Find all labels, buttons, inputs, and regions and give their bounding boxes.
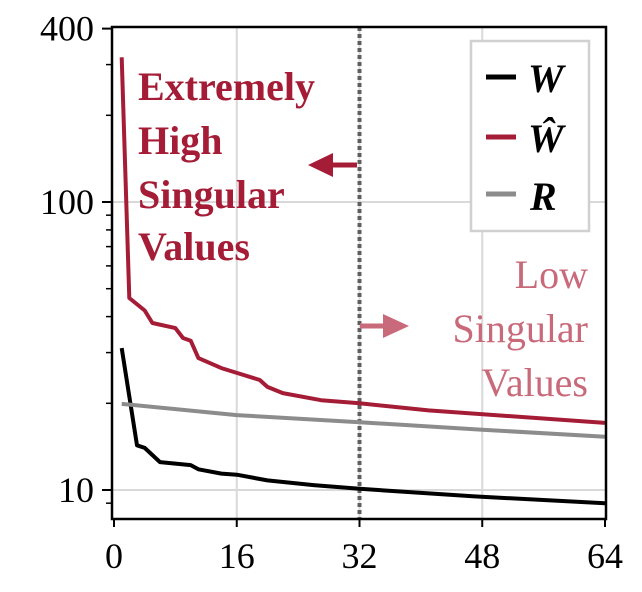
series-line-Ŵ	[119, 57, 606, 425]
axis-ticks: 0 16 32 48 64 10 100 400	[40, 9, 623, 576]
x-tick-label: 0	[105, 536, 123, 576]
x-tick-label: 16	[219, 536, 255, 576]
legend-item: Ŵ	[486, 116, 566, 161]
legend-label: W	[528, 56, 566, 101]
annotation-low-line: Values	[481, 360, 588, 405]
legend-item: W	[486, 56, 566, 101]
series-lines	[119, 57, 606, 506]
annotation-low-line: Low	[515, 252, 588, 297]
x-tick-label: 48	[464, 536, 500, 576]
annotation-high-line: Extremely	[138, 64, 315, 109]
legend-label: R	[529, 174, 557, 219]
x-tick-label: 64	[587, 536, 623, 576]
annotation-high: Extremely High Singular Values	[138, 64, 357, 269]
y-tick-label: 10	[58, 470, 94, 510]
y-tick-label: 400	[40, 9, 94, 49]
annotation-high-line: Values	[138, 224, 250, 269]
legend-item: R	[486, 174, 557, 219]
annotation-low: Low Singular Values	[360, 252, 588, 405]
y-tick-label: 100	[40, 182, 94, 222]
annotation-low-line: Singular	[452, 306, 588, 351]
series-line-W	[119, 347, 606, 506]
left-arrow-icon	[308, 153, 357, 177]
annotation-high-line: High	[138, 118, 222, 163]
annotation-high-line: Singular	[138, 172, 285, 217]
x-tick-label: 32	[342, 536, 378, 576]
right-arrow-icon	[360, 314, 409, 338]
series-line-R	[121, 401, 606, 439]
legend-label: Ŵ	[528, 116, 566, 161]
legend: W Ŵ R	[469, 39, 591, 233]
